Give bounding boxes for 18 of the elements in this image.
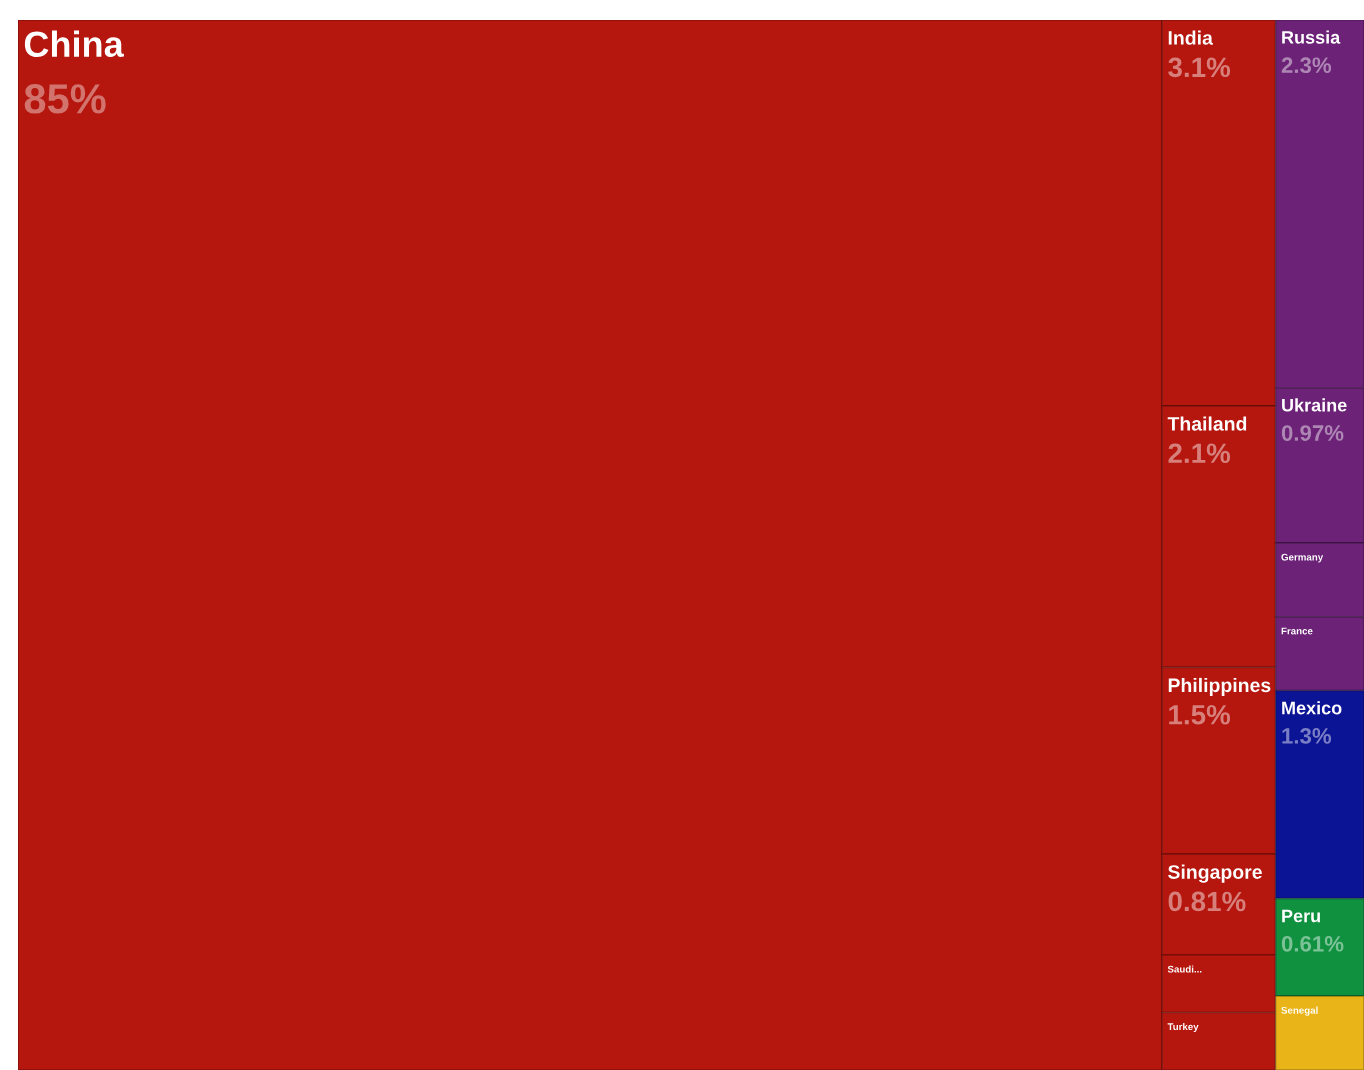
category-label: Mexico [1282, 701, 1342, 715]
category-label: China [24, 30, 124, 58]
data-label: 0.61% [1281, 935, 1344, 952]
data-label: 2.3% [1281, 57, 1332, 74]
data-label: 2.1% [1168, 443, 1231, 464]
category-label: Peru [1282, 909, 1320, 923]
data-label: 85% [24, 84, 106, 114]
category-label: India [1168, 30, 1213, 45]
category-label: Thailand [1167, 416, 1247, 431]
category-label: Singapore [1168, 864, 1262, 883]
data-label: 3.1% [1168, 57, 1231, 78]
data-label: 0.97% [1281, 425, 1344, 441]
category-label: Philippines [1168, 677, 1271, 697]
data-label: 1.5% [1169, 704, 1231, 725]
data-label: 0.81% [1168, 891, 1246, 912]
category-label: Russia [1282, 30, 1341, 44]
category-label: Ukraine [1282, 398, 1347, 412]
data-label: 1.3% [1282, 728, 1332, 744]
